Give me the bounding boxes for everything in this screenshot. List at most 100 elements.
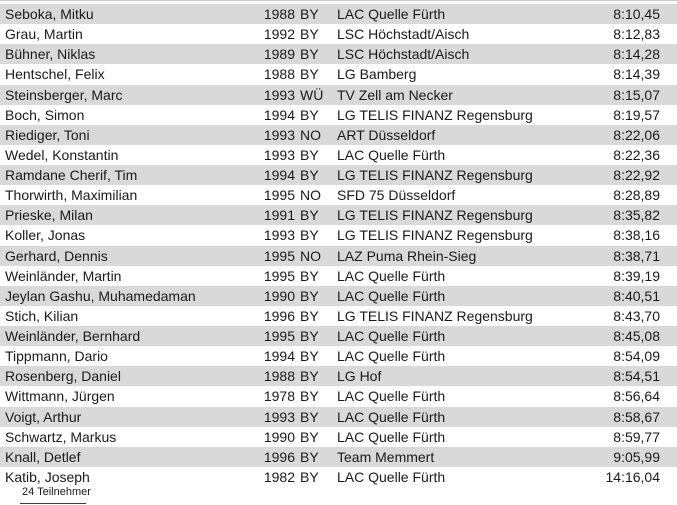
table-row: Wedel, Konstantin 1993 BY LAC Quelle Für… <box>0 145 677 165</box>
result-time: 8:35,82 <box>613 207 660 224</box>
bottom-line-fragment <box>20 503 86 504</box>
result-time: 8:59,77 <box>613 428 660 445</box>
state-code: NO <box>300 126 321 143</box>
table-row: Weinländer, Bernhard 1995 BY LAC Quelle … <box>0 326 677 347</box>
club-name: LAC Quelle Fürth <box>337 287 446 304</box>
result-time: 8:12,83 <box>613 26 660 43</box>
birth-year: 1993 <box>263 408 295 425</box>
club-name: LG TELIS FINANZ Regensburg <box>337 307 533 324</box>
state-code: NO <box>300 187 321 204</box>
club-name: LG Bamberg <box>337 66 417 83</box>
result-time: 8:45,08 <box>613 328 660 345</box>
athlete-name: Prieske, Milan <box>5 207 93 224</box>
result-time: 8:22,06 <box>613 126 660 143</box>
result-time: 8:39,19 <box>613 267 660 284</box>
athlete-name: Weinländer, Martin <box>5 267 122 284</box>
state-code: BY <box>300 66 319 83</box>
club-name: Team Memmert <box>337 448 435 465</box>
table-row: Steinsberger, Marc 1993 WÜ TV Zell am Ne… <box>0 84 677 105</box>
club-name: LAC Quelle Fürth <box>337 428 446 445</box>
birth-year: 1995 <box>263 267 295 284</box>
result-time: 8:43,70 <box>613 307 660 324</box>
participant-count: 24 Teilnehmer <box>22 486 91 498</box>
state-code: BY <box>300 227 319 244</box>
birth-year: 1996 <box>263 307 295 324</box>
birth-year: 1991 <box>263 207 295 224</box>
athlete-name: Wittmann, Jürgen <box>5 388 115 405</box>
athlete-name: Koller, Jonas <box>5 227 86 244</box>
athlete-name: Riediger, Toni <box>5 126 90 143</box>
table-row: Jeylan Gashu, Muhamedaman 1990 BY LAC Qu… <box>0 285 677 306</box>
state-code: BY <box>300 207 319 224</box>
club-name: LSC Höchstadt/Aisch <box>337 26 470 43</box>
table-row: Ramdane Cherif, Tim 1994 BY LG TELIS FIN… <box>0 165 677 186</box>
state-code: BY <box>300 388 319 405</box>
table-row: Thorwirth, Maximilian 1995 NO SFD 75 Düs… <box>0 185 677 205</box>
birth-year: 1994 <box>263 348 295 365</box>
athlete-name: Weinländer, Bernhard <box>5 328 141 345</box>
table-row: Katib, Joseph 1982 BY LAC Quelle Fürth 1… <box>0 467 677 487</box>
birth-year: 1995 <box>263 328 295 345</box>
result-time: 9:05,99 <box>613 448 660 465</box>
athlete-name: Hentschel, Felix <box>5 66 105 83</box>
table-row: Wittmann, Jürgen 1978 BY LAC Quelle Fürt… <box>0 386 677 406</box>
state-code: WÜ <box>300 86 324 103</box>
athlete-name: Wedel, Konstantin <box>5 146 119 163</box>
athlete-name: Steinsberger, Marc <box>5 86 123 103</box>
state-code: BY <box>300 328 319 345</box>
result-time: 8:56,64 <box>613 388 660 405</box>
state-code: BY <box>300 287 319 304</box>
table-row: Koller, Jonas 1993 BY LG TELIS FINANZ Re… <box>0 225 677 245</box>
result-time: 8:54,51 <box>613 368 660 385</box>
athlete-name: Seboka, Mitku <box>5 6 94 23</box>
club-name: ART Düsseldorf <box>337 126 436 143</box>
table-row: Hentschel, Felix 1988 BY LG Bamberg 8:14… <box>0 64 677 84</box>
state-code: BY <box>300 146 319 163</box>
birth-year: 1990 <box>263 428 295 445</box>
birth-year: 1995 <box>263 247 295 264</box>
table-row: Tippmann, Dario 1994 BY LAC Quelle Fürth… <box>0 346 677 366</box>
state-code: BY <box>300 167 319 184</box>
athlete-name: Jeylan Gashu, Muhamedaman <box>5 287 196 304</box>
result-time: 8:58,67 <box>613 408 660 425</box>
club-name: LSC Höchstadt/Aisch <box>337 46 470 63</box>
results-table: Seboka, Mitku 1988 BY LAC Quelle Fürth 8… <box>0 4 677 487</box>
club-name: LAC Quelle Fürth <box>337 328 446 345</box>
result-time: 8:22,92 <box>613 167 660 184</box>
club-name: LAC Quelle Fürth <box>337 468 446 485</box>
result-time: 8:22,36 <box>613 146 660 163</box>
table-row: Rosenberg, Daniel 1988 BY LG Hof 8:54,51 <box>0 366 677 387</box>
birth-year: 1988 <box>263 66 295 83</box>
table-row: Prieske, Milan 1991 BY LG TELIS FINANZ R… <box>0 205 677 226</box>
club-name: SFD 75 Düsseldorf <box>337 187 456 204</box>
birth-year: 1994 <box>263 167 295 184</box>
table-row: Bühner, Niklas 1989 BY LSC Höchstadt/Ais… <box>0 44 677 65</box>
birth-year: 1994 <box>263 106 295 123</box>
result-time: 8:28,89 <box>613 187 660 204</box>
club-name: LAC Quelle Fürth <box>337 408 446 425</box>
table-row: Voigt, Arthur 1993 BY LAC Quelle Fürth 8… <box>0 406 677 427</box>
result-time: 8:38,71 <box>613 247 660 264</box>
table-row: Schwartz, Markus 1990 BY LAC Quelle Fürt… <box>0 427 677 447</box>
athlete-name: Rosenberg, Daniel <box>5 368 121 385</box>
result-time: 8:19,57 <box>613 106 660 123</box>
table-row: Weinländer, Martin 1995 BY LAC Quelle Fü… <box>0 266 677 286</box>
birth-year: 1982 <box>263 468 295 485</box>
athlete-name: Knall, Detlef <box>5 448 81 465</box>
table-row: Boch, Simon 1994 BY LG TELIS FINANZ Rege… <box>0 105 677 125</box>
birth-year: 1992 <box>263 26 295 43</box>
state-code: NO <box>300 247 321 264</box>
state-code: BY <box>300 26 319 43</box>
state-code: BY <box>300 307 319 324</box>
table-row: Riediger, Toni 1993 NO ART Düsseldorf 8:… <box>0 124 677 145</box>
club-name: LG Hof <box>337 368 382 385</box>
result-time: 8:40,51 <box>613 287 660 304</box>
club-name: LAZ Puma Rhein-Sieg <box>337 247 477 264</box>
state-code: BY <box>300 106 319 123</box>
club-name: LAC Quelle Fürth <box>337 146 446 163</box>
birth-year: 1990 <box>263 287 295 304</box>
table-row: Grau, Martin 1992 BY LSC Höchstadt/Aisch… <box>0 24 677 44</box>
birth-year: 1993 <box>263 86 295 103</box>
birth-year: 1989 <box>263 46 295 63</box>
result-time: 8:14,28 <box>613 46 660 63</box>
